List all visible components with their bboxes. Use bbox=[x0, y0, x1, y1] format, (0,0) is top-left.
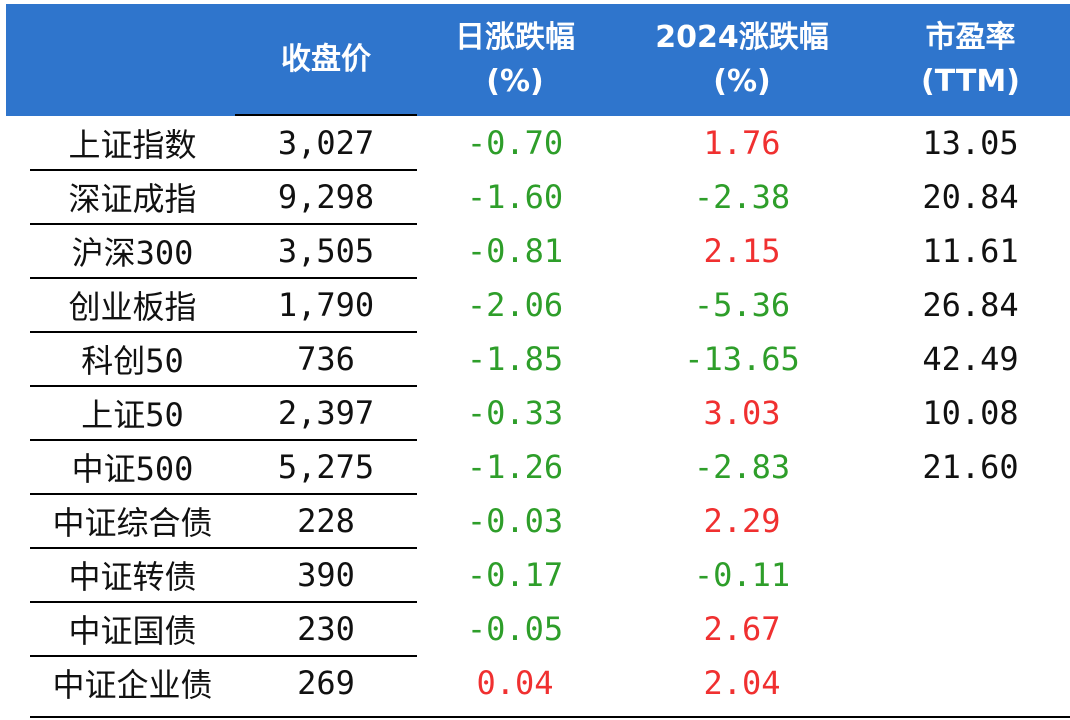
ytd-change-cell: 2.04 bbox=[703, 664, 781, 702]
header-close-price: 收盘价 bbox=[281, 42, 371, 77]
header-underline bbox=[235, 114, 417, 116]
pe-ttm-cell: 42.49 bbox=[922, 340, 1019, 378]
daily-change-cell: -0.70 bbox=[466, 124, 564, 162]
index-name-cell: 沪深300 bbox=[71, 234, 194, 272]
daily-change-cell: 0.04 bbox=[476, 664, 554, 702]
close-price-cell: 9,298 bbox=[277, 178, 375, 216]
daily-change-cell: -1.26 bbox=[466, 448, 564, 486]
close-price-cell: 390 bbox=[297, 556, 355, 594]
row-divider bbox=[235, 601, 417, 603]
close-price-cell: 736 bbox=[297, 340, 355, 378]
daily-change-cell: -0.33 bbox=[466, 394, 564, 432]
close-price-cell: 230 bbox=[297, 610, 355, 648]
row-divider bbox=[235, 655, 417, 657]
daily-change-cell: -2.06 bbox=[466, 286, 564, 324]
pe-ttm-cell bbox=[871, 548, 1070, 602]
close-price-cell: 269 bbox=[297, 664, 355, 702]
table-row: 中证国债 230 -0.05 2.67 bbox=[0, 601, 1070, 656]
header-ytd-change: 2024涨跌幅 (%) bbox=[655, 20, 829, 99]
ytd-change-cell: -5.36 bbox=[693, 286, 791, 324]
row-divider bbox=[235, 331, 417, 333]
table-row: 中证综合债 228 -0.03 2.29 bbox=[0, 493, 1070, 548]
row-divider bbox=[30, 223, 235, 225]
daily-change-cell: -0.05 bbox=[466, 610, 564, 648]
row-divider bbox=[235, 277, 417, 279]
close-price-cell: 3,505 bbox=[277, 232, 375, 270]
daily-change-cell: -0.17 bbox=[466, 556, 564, 594]
row-divider bbox=[30, 439, 235, 441]
row-divider bbox=[235, 169, 417, 171]
header-daily-change: 日涨跌幅 (%) bbox=[455, 20, 575, 99]
pe-ttm-cell bbox=[871, 656, 1070, 710]
header-pe-ttm: 市盈率 (TTM) bbox=[921, 20, 1020, 99]
index-name-cell: 上证50 bbox=[81, 396, 184, 434]
ytd-change-cell: 2.29 bbox=[703, 502, 781, 540]
index-name-cell: 中证国债 bbox=[68, 612, 197, 650]
table-header: 收盘价 日涨跌幅 (%) 2024涨跌幅 (%) 市盈率 (TTM) bbox=[6, 4, 1070, 116]
ytd-change-cell: 2.15 bbox=[703, 232, 781, 270]
table-row: 中证企业债 269 0.04 2.04 bbox=[0, 655, 1070, 710]
table-bottom-rule bbox=[30, 716, 1070, 718]
row-divider bbox=[235, 547, 417, 549]
index-name-cell: 科创50 bbox=[81, 342, 184, 380]
index-name-cell: 创业板指 bbox=[68, 288, 197, 326]
row-divider bbox=[30, 547, 235, 549]
ytd-change-cell: -2.83 bbox=[693, 448, 791, 486]
table-row: 沪深300 3,505 -0.81 2.15 11.61 bbox=[0, 223, 1070, 278]
close-price-cell: 228 bbox=[297, 502, 355, 540]
pe-ttm-cell: 13.05 bbox=[922, 124, 1019, 162]
ytd-change-cell: 3.03 bbox=[703, 394, 781, 432]
row-divider bbox=[30, 331, 235, 333]
close-price-cell: 1,790 bbox=[277, 286, 375, 324]
daily-change-cell: -1.60 bbox=[466, 178, 564, 216]
pe-ttm-cell: 11.61 bbox=[922, 232, 1019, 270]
index-name-cell: 中证综合债 bbox=[52, 504, 213, 542]
table-row: 上证50 2,397 -0.33 3.03 10.08 bbox=[0, 385, 1070, 440]
row-divider bbox=[30, 655, 235, 657]
ytd-change-cell: -13.65 bbox=[684, 340, 800, 378]
row-divider bbox=[235, 223, 417, 225]
close-price-cell: 5,275 bbox=[277, 448, 375, 486]
row-divider bbox=[30, 385, 235, 387]
pe-ttm-cell: 21.60 bbox=[922, 448, 1019, 486]
row-divider bbox=[30, 277, 235, 279]
pe-ttm-cell bbox=[871, 602, 1070, 656]
table-row: 中证500 5,275 -1.26 -2.83 21.60 bbox=[0, 439, 1070, 494]
row-divider bbox=[235, 385, 417, 387]
ytd-change-cell: 1.76 bbox=[703, 124, 781, 162]
ytd-change-cell: -0.11 bbox=[693, 556, 791, 594]
daily-change-cell: -1.85 bbox=[466, 340, 564, 378]
index-name-cell: 中证500 bbox=[71, 450, 194, 488]
close-price-cell: 3,027 bbox=[277, 124, 375, 162]
pe-ttm-cell: 26.84 bbox=[922, 286, 1019, 324]
table-row: 科创50 736 -1.85 -13.65 42.49 bbox=[0, 331, 1070, 386]
ytd-change-cell: 2.67 bbox=[703, 610, 781, 648]
daily-change-cell: -0.03 bbox=[466, 502, 564, 540]
index-name-cell: 深证成指 bbox=[68, 180, 197, 218]
close-price-cell: 2,397 bbox=[277, 394, 375, 432]
pe-ttm-cell: 10.08 bbox=[922, 394, 1019, 432]
row-divider bbox=[30, 493, 235, 495]
row-divider bbox=[235, 439, 417, 441]
table-row: 中证转债 390 -0.17 -0.11 bbox=[0, 547, 1070, 602]
table-row: 上证指数 3,027 -0.70 1.76 13.05 bbox=[0, 116, 1070, 170]
table-row: 深证成指 9,298 -1.60 -2.38 20.84 bbox=[0, 169, 1070, 224]
pe-ttm-cell bbox=[871, 494, 1070, 548]
pe-ttm-cell: 20.84 bbox=[922, 178, 1019, 216]
table-row: 创业板指 1,790 -2.06 -5.36 26.84 bbox=[0, 277, 1070, 332]
index-name-cell: 上证指数 bbox=[68, 126, 197, 164]
daily-change-cell: -0.81 bbox=[466, 232, 564, 270]
row-divider bbox=[30, 601, 235, 603]
ytd-change-cell: -2.38 bbox=[693, 178, 791, 216]
row-divider bbox=[235, 493, 417, 495]
index-name-cell: 中证转债 bbox=[68, 558, 197, 596]
index-name-cell: 中证企业债 bbox=[52, 666, 213, 704]
row-divider bbox=[30, 169, 235, 171]
